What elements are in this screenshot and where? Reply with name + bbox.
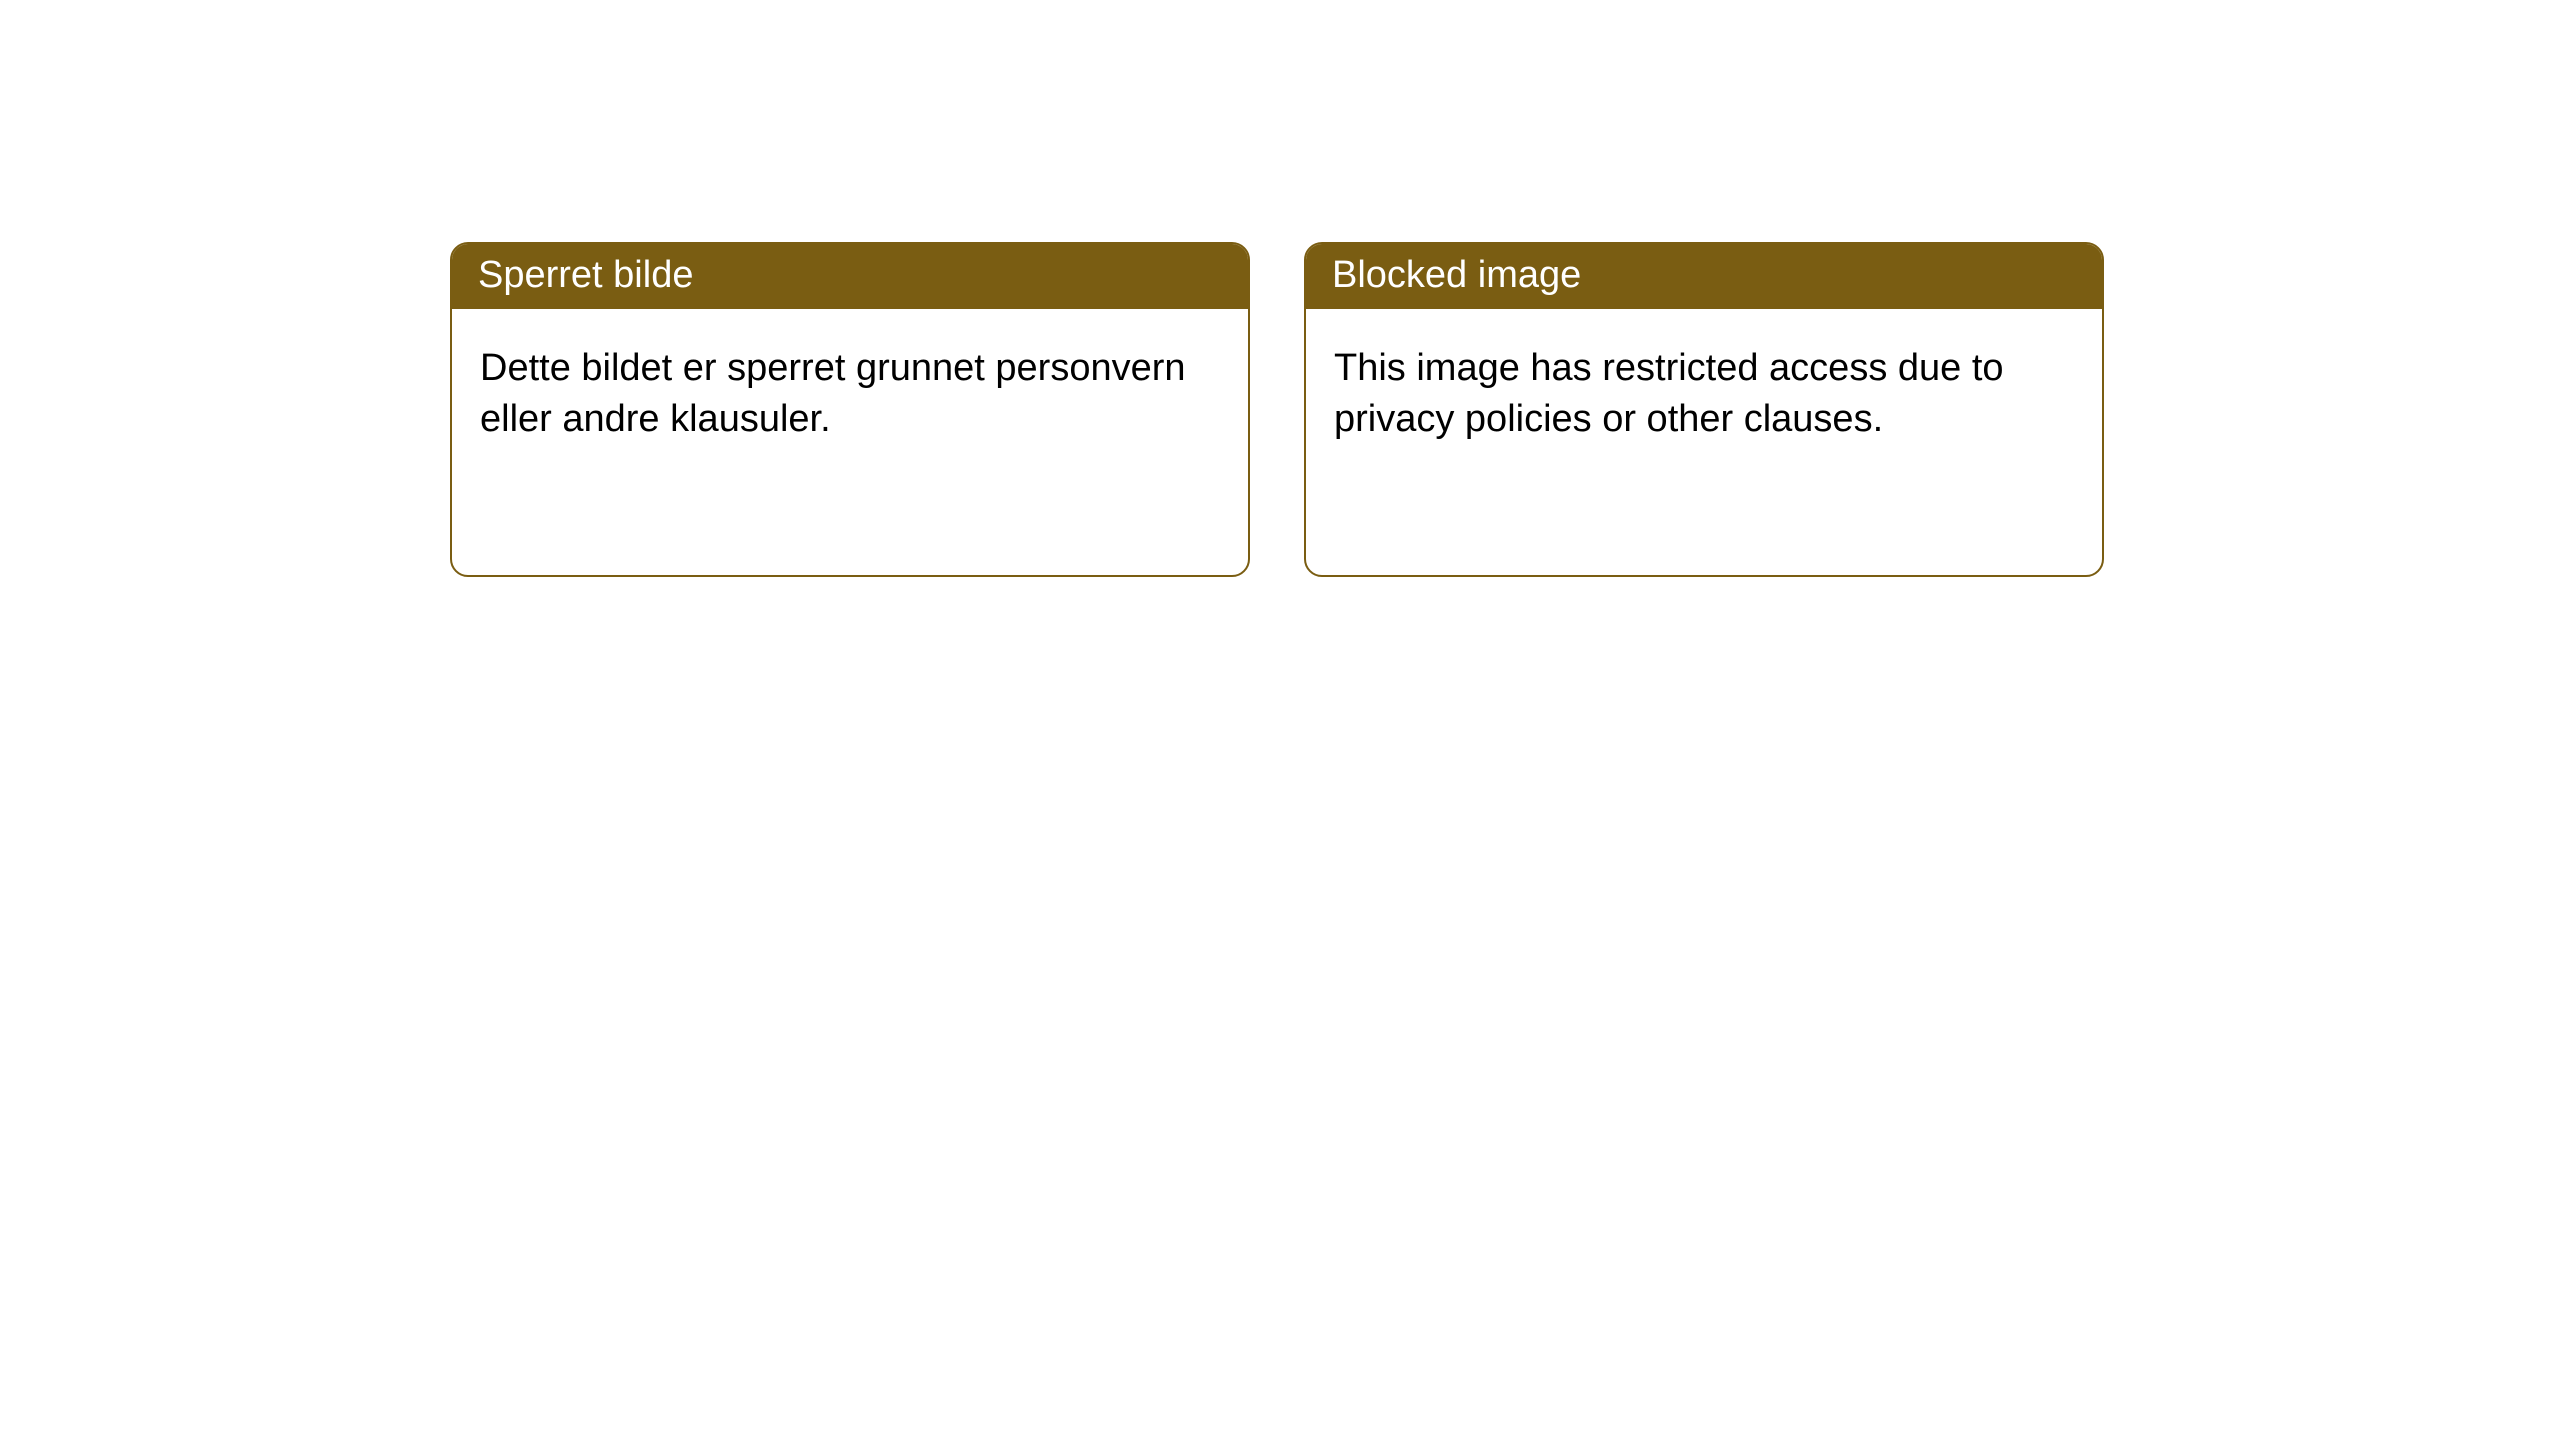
- cards-container: Sperret bilde Dette bildet er sperret gr…: [450, 242, 2104, 577]
- card-body: This image has restricted access due to …: [1306, 309, 2102, 480]
- card-body: Dette bildet er sperret grunnet personve…: [452, 309, 1248, 480]
- blocked-image-card-no: Sperret bilde Dette bildet er sperret gr…: [450, 242, 1250, 577]
- card-header: Blocked image: [1306, 244, 2102, 309]
- card-header: Sperret bilde: [452, 244, 1248, 309]
- blocked-image-card-en: Blocked image This image has restricted …: [1304, 242, 2104, 577]
